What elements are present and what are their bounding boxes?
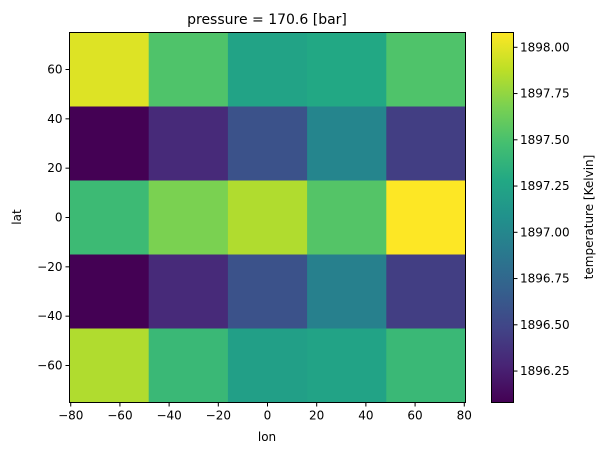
x-tick-label: −40 (156, 409, 181, 423)
colorbar-tick-label: 1897.75 (520, 87, 570, 101)
y-tick-label: 40 (47, 112, 62, 126)
colorbar-tick-label: 1897.50 (520, 133, 570, 147)
x-tick-label: 80 (457, 409, 472, 423)
heatmap-cell (148, 328, 229, 403)
colorbar-tick-label: 1896.50 (520, 318, 570, 332)
heatmap-cell (69, 32, 150, 107)
heatmap-cells (69, 32, 466, 403)
y-tick-label: 20 (47, 161, 62, 175)
heatmap-cell (148, 32, 229, 107)
colorbar-tick-label: 1897.25 (520, 179, 570, 193)
heatmap-cell (69, 180, 150, 255)
heatmap-cell (227, 32, 308, 107)
y-axis-ticks: −60 −40 −20 0 20 40 60 (37, 63, 70, 373)
heatmap-cell (227, 328, 308, 403)
x-tick-label: 40 (358, 409, 373, 423)
heatmap-cell (307, 254, 387, 329)
y-tick-label: 0 (55, 211, 63, 225)
x-tick-label: −20 (206, 409, 231, 423)
x-axis-label: lon (258, 430, 276, 444)
x-tick-label: 20 (309, 409, 324, 423)
y-tick-label: −20 (37, 260, 62, 274)
chart-title: pressure = 170.6 [bar] (187, 12, 347, 28)
heatmap-cell (69, 106, 150, 181)
heatmap-cell (227, 254, 308, 329)
heatmap-cell (69, 328, 150, 403)
heatmap-cell (386, 328, 466, 403)
colorbar-tick-label: 1896.75 (520, 272, 570, 286)
heatmap-cell (386, 106, 466, 181)
x-tick-label: 60 (407, 409, 422, 423)
colorbar-label: temperature [Kelvin] (582, 155, 596, 280)
heatmap-cell (307, 328, 387, 403)
heatmap-cell (386, 254, 466, 329)
heatmap-cell (386, 180, 466, 255)
colorbar (491, 32, 514, 403)
heatmap-cell (69, 254, 150, 329)
colorbar-ticks: 1896.25 1896.50 1896.75 1897.00 1897.25 1897.… (513, 40, 570, 378)
colorbar-tick-label: 1897.00 (520, 225, 570, 239)
heatmap-cell (227, 180, 308, 255)
heatmap-cell (148, 254, 229, 329)
heatmap-cell (148, 106, 229, 181)
y-tick-label: −40 (37, 309, 62, 323)
y-tick-label: 60 (47, 63, 62, 77)
heatmap-cell (227, 106, 308, 181)
x-tick-label: 0 (264, 409, 272, 423)
x-tick-label: −60 (107, 409, 132, 423)
y-tick-label: −60 (37, 359, 62, 373)
heatmap-cell (148, 180, 229, 255)
heatmap-cell (307, 32, 387, 107)
x-axis-ticks: −80 −60 −40 −20 0 20 40 60 80 (58, 402, 472, 423)
colorbar-tick-label: 1898.00 (520, 40, 570, 54)
y-axis-label: lat (10, 209, 24, 225)
heatmap-cell (386, 32, 466, 107)
heatmap-cell (307, 180, 387, 255)
colorbar-tick-label: 1896.25 (520, 364, 570, 378)
x-tick-label: −80 (58, 409, 83, 423)
heatmap-cell (307, 106, 387, 181)
